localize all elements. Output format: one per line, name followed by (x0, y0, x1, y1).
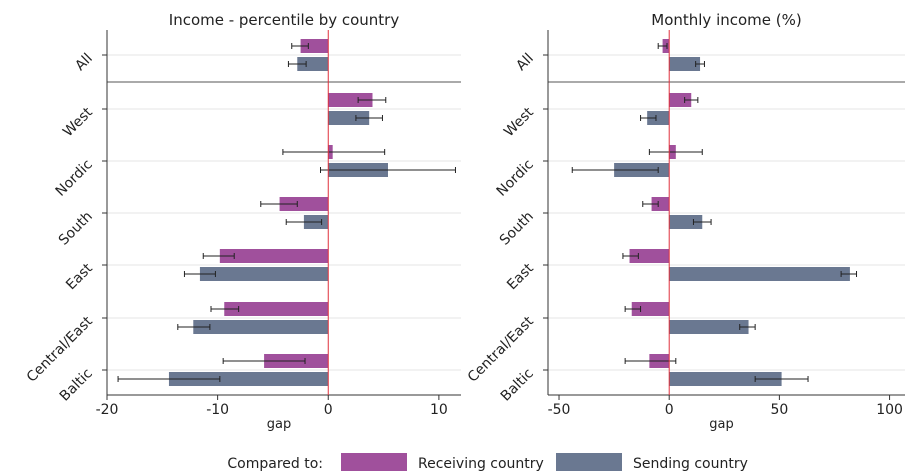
x-axis-label: gap (267, 417, 291, 432)
legend-title: Compared to: (227, 456, 323, 472)
bar-receiving (631, 302, 670, 316)
x-tick-label: -50 (548, 402, 571, 418)
bar-sending (669, 267, 850, 281)
chart-panel-1: Income - percentile by country -20 -10 0 10 g… (24, 11, 461, 432)
bar-sending (669, 215, 703, 229)
bar-receiving (300, 39, 329, 53)
category-label: All (72, 51, 96, 75)
chart-title: Income - percentile by country (169, 11, 400, 29)
bar-receiving (328, 93, 373, 107)
legend-swatch-sending (556, 453, 622, 471)
x-tick-label: -10 (206, 402, 229, 418)
bar-sending (669, 57, 701, 71)
category-label: West (60, 104, 96, 140)
bar-receiving (651, 197, 670, 211)
x-tick-label: 0 (324, 402, 333, 418)
chart-title: Monthly income (%) (651, 11, 802, 29)
x-tick-label: 10 (430, 402, 448, 418)
bar-sending (193, 320, 329, 334)
category-label: South (56, 209, 96, 249)
category-label: Baltic (498, 366, 537, 405)
x-axis-label: gap (709, 417, 733, 432)
category-label: East (63, 260, 96, 293)
bar-sending (647, 111, 670, 125)
chart-panel-2: Monthly income (%) -50 0 50 100 gap All West Nor… (465, 11, 905, 432)
x-tick-label: 0 (665, 402, 674, 418)
category-label: West (501, 104, 537, 140)
legend-label-sending: Sending country (633, 456, 748, 472)
category-label: All (513, 51, 537, 75)
bar-receiving (224, 302, 329, 316)
category-label: Nordic (53, 157, 96, 200)
bar-sending (297, 57, 329, 71)
category-label: East (504, 260, 537, 293)
category-label: Baltic (57, 366, 96, 405)
x-tick-label: 100 (876, 402, 903, 418)
bar-sending (669, 320, 749, 334)
bar-sending (168, 372, 329, 386)
bar-sending (328, 111, 370, 125)
bar-receiving (669, 93, 692, 107)
legend-swatch-receiving (341, 453, 407, 471)
category-label: South (497, 209, 537, 249)
bar-receiving (279, 197, 329, 211)
legend-label-receiving: Receiving country (418, 456, 544, 472)
chart-panels: Income - percentile by country -20 -10 0 10 g… (24, 11, 905, 432)
legend: Compared to: Receiving country Sending c… (227, 453, 748, 472)
x-tick-label: 50 (770, 402, 788, 418)
bar-receiving (219, 249, 329, 263)
bar-receiving (629, 249, 670, 263)
category-label: Nordic (494, 157, 537, 200)
x-tick-label: -20 (96, 402, 119, 418)
bar-sending (199, 267, 329, 281)
bar-sending (669, 372, 782, 386)
